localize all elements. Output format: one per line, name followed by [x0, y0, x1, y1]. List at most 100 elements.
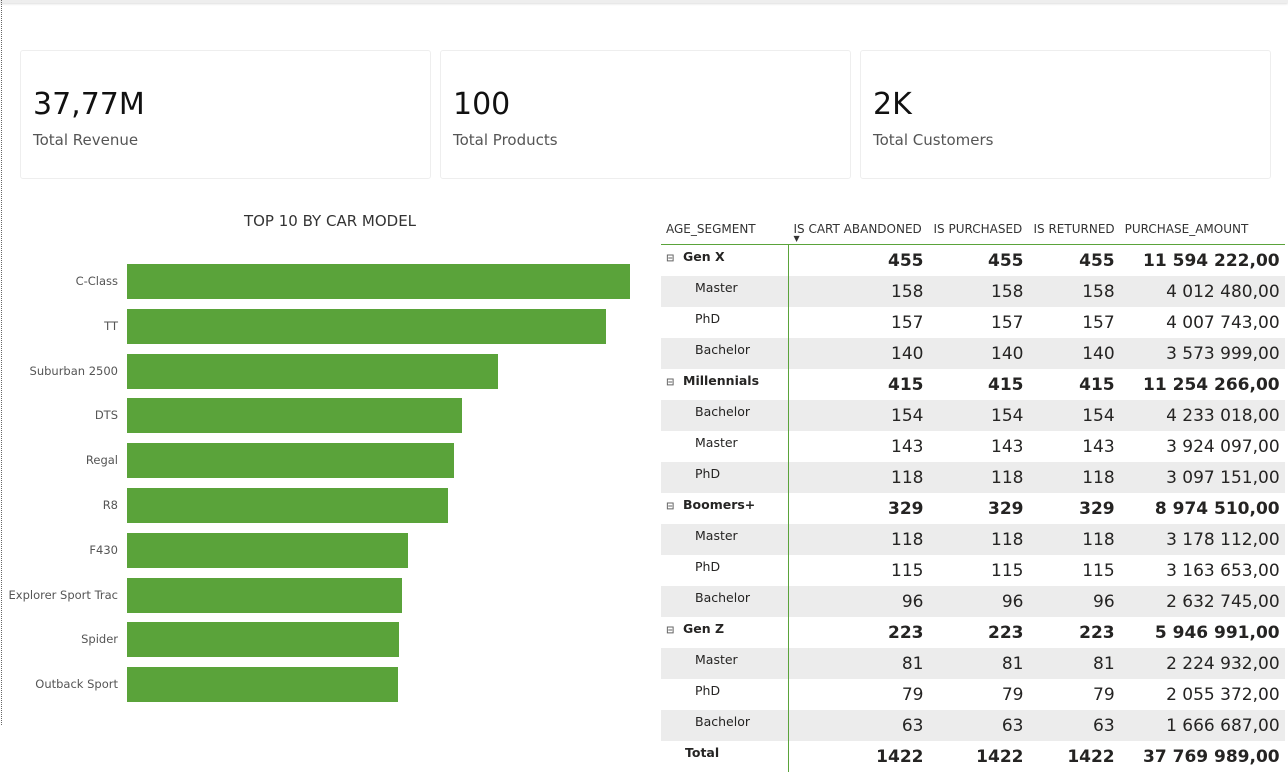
bar-r8[interactable]: [127, 488, 448, 523]
group-row[interactable]: ⊟ Gen X 455 455 455 11 594 222,00: [661, 244, 1285, 276]
cell-value: 415: [1079, 374, 1115, 395]
cell-value: 3 163 653,00: [1119, 555, 1285, 586]
cell-value: 1422: [1067, 746, 1115, 767]
cell-value: 81: [928, 648, 1029, 679]
cell-value: 79: [928, 679, 1029, 710]
column-header[interactable]: IS RETURNED: [1028, 214, 1120, 245]
cell-value: 8 974 510,00: [1154, 498, 1280, 519]
row-header: Master: [661, 431, 789, 462]
category-label: C-Class: [75, 274, 118, 288]
total-row[interactable]: Total 1422 1422 1422 37 769 989,00: [661, 741, 1285, 772]
table-row[interactable]: Master 158 158 158 4 012 480,00: [661, 276, 1285, 307]
bar-outback-sport[interactable]: [127, 667, 399, 703]
cell-value: 223: [888, 622, 924, 643]
table-row[interactable]: PhD 118 118 118 3 097 151,00: [661, 462, 1285, 493]
cell-value: 1422: [976, 746, 1024, 767]
bar-c-class[interactable]: [127, 264, 630, 299]
column-header[interactable]: PURCHASE_AMOUNT: [1119, 214, 1285, 245]
card-value: 100: [453, 87, 511, 122]
bar-tt[interactable]: [127, 308, 606, 344]
matrix-table: AGE_SEGMENT IS CART ABANDONED ▼ IS PURCHASE…: [661, 214, 1285, 772]
row-header: Bachelor: [661, 338, 789, 369]
cell-value: 96: [928, 586, 1029, 617]
cell-value: 157: [928, 307, 1029, 338]
cell-value: 37 769 989,00: [1143, 746, 1280, 767]
cell-value: 118: [928, 462, 1029, 493]
page-border: [1, 0, 2, 725]
category-label: Spider: [81, 632, 118, 647]
table-row[interactable]: Master 143 143 143 3 924 097,00: [661, 431, 1285, 462]
group-row[interactable]: ⊟ Boomers+ 329 329 329 8 974 510,00: [661, 493, 1285, 524]
cell-value: 96: [788, 586, 929, 617]
category-label: TT: [104, 318, 118, 333]
cell-value: 415: [888, 374, 924, 395]
cell-value: 223: [988, 622, 1024, 643]
table-row[interactable]: Bachelor 96 96 96 2 632 745,00: [661, 586, 1285, 617]
category-label: F430: [89, 542, 118, 557]
cell-value: 3 097 151,00: [1119, 462, 1285, 493]
group-row[interactable]: ⊟ Gen Z 223 223 223 5 946 991,00: [661, 617, 1285, 648]
bar-explorer-sport-trac[interactable]: [127, 577, 403, 613]
table-row[interactable]: Master 81 81 81 2 224 932,00: [661, 648, 1285, 679]
column-header[interactable]: IS CART ABANDONED ▼: [788, 214, 929, 245]
row-header: Master: [661, 276, 789, 307]
category-label: Regal: [85, 453, 118, 468]
cell-value: 118: [928, 524, 1029, 555]
cell-value: 140: [788, 338, 929, 369]
category-label: DTS: [94, 408, 118, 423]
table-row[interactable]: Bachelor 140 140 140 3 573 999,00: [661, 338, 1285, 369]
cell-value: 455: [1079, 250, 1115, 271]
card-value: 37,77M: [33, 87, 145, 122]
table-row[interactable]: Master 118 118 118 3 178 112,00: [661, 524, 1285, 555]
bar-spider[interactable]: [127, 622, 400, 658]
cell-value: 154: [1028, 400, 1120, 431]
cell-value: 118: [788, 462, 929, 493]
table-row[interactable]: PhD 115 115 115 3 163 653,00: [661, 555, 1285, 586]
row-header: ⊟ Millennials: [661, 369, 789, 400]
bar-regal[interactable]: [127, 443, 454, 479]
column-header[interactable]: AGE_SEGMENT: [661, 214, 789, 245]
row-label: Bachelor: [695, 342, 750, 357]
bar-f430[interactable]: [127, 532, 409, 568]
cell-value: 4 012 480,00: [1119, 276, 1285, 307]
collapse-icon[interactable]: ⊟: [666, 501, 675, 512]
bar-suburban-2500[interactable]: [127, 353, 499, 389]
cell-value: 3 178 112,00: [1119, 524, 1285, 555]
row-header: ⊟ Boomers+: [661, 493, 789, 524]
table-row[interactable]: Bachelor 63 63 63 1 666 687,00: [661, 710, 1285, 741]
row-header: Total: [661, 741, 789, 772]
row-label: PhD: [695, 559, 721, 574]
cell-value: 115: [928, 555, 1029, 586]
sort-descending-icon[interactable]: ▼: [793, 234, 800, 243]
row-header: PhD: [661, 679, 789, 710]
cell-value: 1 666 687,00: [1119, 710, 1285, 741]
cell-value: 158: [788, 276, 929, 307]
table-row[interactable]: PhD 79 79 79 2 055 372,00: [661, 679, 1285, 710]
cell-value: 118: [1028, 524, 1120, 555]
cell-value: 329: [888, 498, 924, 519]
collapse-icon[interactable]: ⊟: [666, 625, 675, 636]
card-total-products[interactable]: 100 Total Products: [440, 50, 851, 179]
card-total-revenue[interactable]: 37,77M Total Revenue: [20, 50, 431, 179]
row-label: Master: [695, 652, 738, 667]
cell-value: 2 632 745,00: [1119, 586, 1285, 617]
row-label: Bachelor: [695, 590, 750, 605]
table-row[interactable]: Bachelor 154 154 154 4 233 018,00: [661, 400, 1285, 431]
cell-value: 11 254 266,00: [1143, 374, 1280, 395]
chart-title: TOP 10 BY CAR MODEL: [243, 212, 417, 230]
column-header-label: PURCHASE_AMOUNT: [1124, 222, 1249, 236]
cell-value: 2 224 932,00: [1119, 648, 1285, 679]
column-header[interactable]: IS PURCHASED: [928, 214, 1029, 245]
cell-value: 154: [788, 400, 929, 431]
table-row[interactable]: PhD 157 157 157 4 007 743,00: [661, 307, 1285, 338]
cell-value: 63: [788, 710, 929, 741]
group-row[interactable]: ⊟ Millennials 415 415 415 11 254 266,00: [661, 369, 1285, 400]
collapse-icon[interactable]: ⊟: [666, 253, 675, 264]
row-header: Master: [661, 524, 789, 555]
collapse-icon[interactable]: ⊟: [666, 377, 675, 388]
card-total-customers[interactable]: 2K Total Customers: [860, 50, 1271, 179]
cell-value: 158: [928, 276, 1029, 307]
column-header-label: IS RETURNED: [1033, 222, 1115, 236]
cell-value: 4 007 743,00: [1119, 307, 1285, 338]
bar-dts[interactable]: [127, 398, 462, 434]
